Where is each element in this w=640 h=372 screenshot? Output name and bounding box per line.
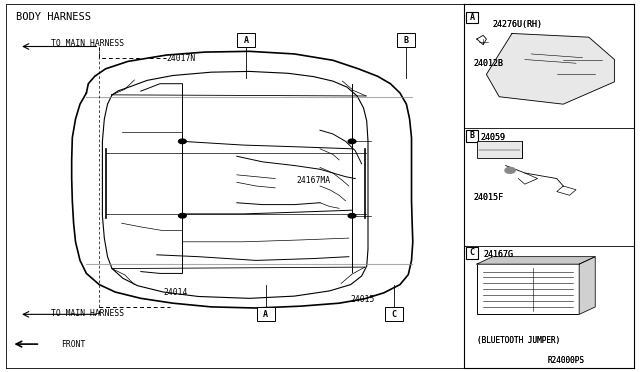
Polygon shape bbox=[579, 257, 595, 314]
Polygon shape bbox=[486, 33, 614, 104]
Text: FRONT: FRONT bbox=[61, 340, 85, 349]
Text: A: A bbox=[244, 36, 249, 45]
Bar bbox=[397, 33, 415, 47]
Text: 24276U(RH): 24276U(RH) bbox=[493, 20, 543, 29]
Text: 24015: 24015 bbox=[351, 295, 375, 304]
Text: 24276U(RH): 24276U(RH) bbox=[493, 20, 543, 29]
Text: 24059: 24059 bbox=[480, 133, 505, 142]
Bar bbox=[385, 307, 403, 321]
Bar bbox=[466, 12, 478, 23]
Text: R24000PS: R24000PS bbox=[547, 356, 584, 365]
Text: 24012B: 24012B bbox=[474, 59, 504, 68]
Bar bbox=[466, 247, 478, 259]
Bar bbox=[237, 33, 255, 47]
Text: 24167MA: 24167MA bbox=[296, 176, 330, 185]
Bar bbox=[257, 307, 275, 321]
Circle shape bbox=[348, 139, 356, 144]
Text: (BLUETOOTH JUMPER): (BLUETOOTH JUMPER) bbox=[477, 336, 560, 345]
Text: 24015F: 24015F bbox=[474, 193, 504, 202]
Bar bbox=[477, 141, 522, 158]
Text: 24015F: 24015F bbox=[474, 193, 504, 202]
Text: 24014: 24014 bbox=[163, 288, 188, 296]
Text: 24167G: 24167G bbox=[483, 250, 513, 259]
Circle shape bbox=[348, 214, 356, 218]
Polygon shape bbox=[477, 257, 595, 264]
Text: R24000PS: R24000PS bbox=[547, 356, 584, 365]
Text: B: B bbox=[469, 131, 474, 140]
Text: A: A bbox=[469, 13, 474, 22]
Text: A: A bbox=[263, 310, 268, 319]
Text: 24012B: 24012B bbox=[474, 59, 504, 68]
Text: TO MAIN HARNESS: TO MAIN HARNESS bbox=[51, 39, 124, 48]
Bar bbox=[477, 264, 579, 314]
Text: BODY HARNESS: BODY HARNESS bbox=[16, 12, 91, 22]
Circle shape bbox=[179, 139, 186, 144]
Text: (BLUETOOTH JUMPER): (BLUETOOTH JUMPER) bbox=[477, 336, 560, 345]
Circle shape bbox=[179, 214, 186, 218]
Text: C: C bbox=[391, 310, 396, 319]
Text: B: B bbox=[404, 36, 409, 45]
Text: 24059: 24059 bbox=[480, 133, 505, 142]
Text: TO MAIN HARNESS: TO MAIN HARNESS bbox=[51, 309, 124, 318]
Bar bbox=[466, 130, 478, 142]
Circle shape bbox=[505, 167, 515, 173]
Text: C: C bbox=[469, 248, 474, 257]
Text: 24167G: 24167G bbox=[483, 250, 513, 259]
Text: 24017N: 24017N bbox=[166, 54, 196, 63]
